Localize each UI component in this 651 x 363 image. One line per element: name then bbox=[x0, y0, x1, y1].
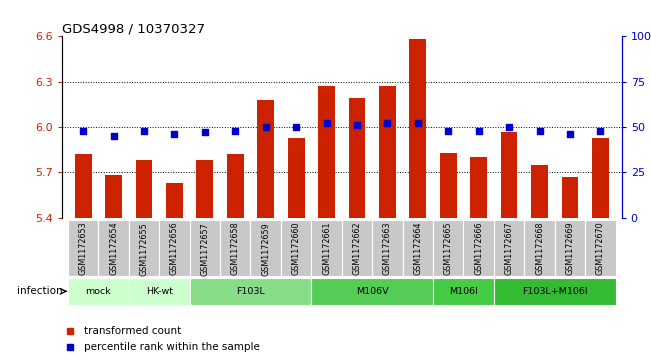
Bar bbox=[372, 220, 402, 276]
Bar bbox=[251, 220, 281, 276]
Text: GSM1172666: GSM1172666 bbox=[474, 222, 483, 276]
Point bbox=[595, 128, 605, 134]
Point bbox=[473, 128, 484, 134]
Bar bbox=[159, 220, 189, 276]
Bar bbox=[189, 278, 311, 305]
Bar bbox=[555, 220, 585, 276]
Bar bbox=[464, 220, 494, 276]
Bar bbox=[281, 220, 311, 276]
Text: GSM1172670: GSM1172670 bbox=[596, 222, 605, 276]
Bar bbox=[197, 160, 214, 218]
Point bbox=[382, 121, 393, 126]
Text: GSM1172653: GSM1172653 bbox=[79, 222, 88, 276]
Point bbox=[504, 124, 514, 130]
Bar bbox=[402, 220, 433, 276]
Text: GSM1172667: GSM1172667 bbox=[505, 222, 514, 276]
Bar bbox=[288, 138, 305, 218]
Bar bbox=[379, 86, 396, 218]
Text: F103L: F103L bbox=[236, 287, 265, 296]
Text: F103L+M106I: F103L+M106I bbox=[522, 287, 588, 296]
Point bbox=[139, 128, 149, 134]
Text: GSM1172658: GSM1172658 bbox=[231, 222, 240, 276]
Bar bbox=[75, 154, 92, 218]
Text: transformed count: transformed count bbox=[84, 326, 182, 336]
Point bbox=[78, 128, 89, 134]
Bar bbox=[220, 220, 251, 276]
Point bbox=[108, 133, 118, 139]
Text: GSM1172662: GSM1172662 bbox=[352, 222, 361, 276]
Text: infection: infection bbox=[17, 286, 62, 296]
Point bbox=[413, 121, 423, 126]
Bar bbox=[409, 39, 426, 218]
Text: GSM1172656: GSM1172656 bbox=[170, 222, 179, 276]
Bar bbox=[433, 220, 464, 276]
Text: GDS4998 / 10370327: GDS4998 / 10370327 bbox=[62, 22, 205, 35]
Point bbox=[230, 128, 240, 134]
Bar bbox=[68, 220, 98, 276]
Point bbox=[352, 122, 362, 128]
Bar bbox=[105, 175, 122, 218]
Text: GSM1172654: GSM1172654 bbox=[109, 222, 118, 276]
Point bbox=[169, 131, 180, 137]
Bar bbox=[501, 132, 518, 218]
Point bbox=[322, 121, 332, 126]
Text: GSM1172659: GSM1172659 bbox=[261, 222, 270, 276]
Point bbox=[534, 128, 545, 134]
Text: HK-wt: HK-wt bbox=[146, 287, 173, 296]
Bar bbox=[98, 220, 129, 276]
Bar bbox=[311, 278, 433, 305]
Bar bbox=[189, 220, 220, 276]
Bar bbox=[433, 278, 494, 305]
Bar bbox=[494, 220, 524, 276]
Text: GSM1172669: GSM1172669 bbox=[566, 222, 574, 276]
Point bbox=[200, 130, 210, 135]
Point bbox=[565, 131, 575, 137]
Point bbox=[291, 124, 301, 130]
Bar bbox=[129, 278, 189, 305]
Text: GSM1172660: GSM1172660 bbox=[292, 222, 301, 276]
Bar bbox=[524, 220, 555, 276]
Bar bbox=[349, 98, 365, 218]
Point bbox=[443, 128, 454, 134]
Bar bbox=[135, 160, 152, 218]
Text: GSM1172655: GSM1172655 bbox=[139, 222, 148, 276]
Bar bbox=[585, 220, 616, 276]
Bar bbox=[531, 165, 548, 218]
Text: GSM1172665: GSM1172665 bbox=[444, 222, 452, 276]
Bar bbox=[227, 154, 243, 218]
Text: GSM1172668: GSM1172668 bbox=[535, 222, 544, 276]
Text: mock: mock bbox=[85, 287, 111, 296]
Text: GSM1172657: GSM1172657 bbox=[201, 222, 210, 276]
Bar bbox=[311, 220, 342, 276]
Bar bbox=[470, 157, 487, 218]
Bar bbox=[494, 278, 616, 305]
Bar bbox=[129, 220, 159, 276]
Bar bbox=[592, 138, 609, 218]
Bar bbox=[68, 278, 129, 305]
Bar bbox=[318, 86, 335, 218]
Text: GSM1172661: GSM1172661 bbox=[322, 222, 331, 276]
Bar bbox=[166, 183, 183, 218]
Text: M106V: M106V bbox=[356, 287, 389, 296]
Text: GSM1172663: GSM1172663 bbox=[383, 222, 392, 276]
Bar bbox=[440, 153, 456, 218]
Point bbox=[260, 124, 271, 130]
Text: GSM1172664: GSM1172664 bbox=[413, 222, 422, 276]
Bar bbox=[562, 177, 578, 218]
Bar bbox=[342, 220, 372, 276]
Bar bbox=[257, 100, 274, 218]
Text: percentile rank within the sample: percentile rank within the sample bbox=[84, 342, 260, 352]
Text: M106I: M106I bbox=[449, 287, 478, 296]
